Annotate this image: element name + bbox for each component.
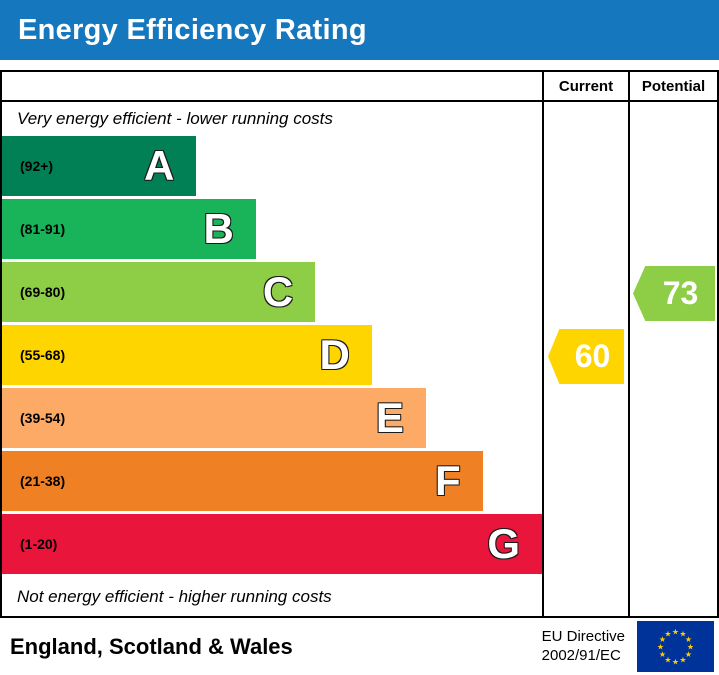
potential-column: 73 (628, 102, 717, 616)
band-c-letter: C (262, 268, 294, 315)
eu-flag-icon: ★ ★ ★ ★ ★ ★ ★ ★ ★ ★ ★ ★ (637, 621, 714, 672)
band-g: (1-20) G (2, 514, 542, 574)
svg-text:★: ★ (672, 628, 679, 637)
svg-text:★: ★ (664, 656, 671, 665)
bands-column: Very energy efficient - lower running co… (2, 102, 542, 616)
potential-column-header: Potential (628, 72, 717, 102)
header: Energy Efficiency Rating (0, 0, 719, 60)
band-g-letter: G (487, 520, 520, 567)
band-row-c: (69-80) C (2, 262, 542, 325)
svg-text:★: ★ (672, 658, 679, 667)
band-b-range: (81-91) (20, 221, 66, 237)
current-column: 60 (542, 102, 628, 616)
eu-directive-line2: 2002/91/EC (541, 646, 621, 664)
current-arrow: 60 (548, 329, 624, 384)
current-column-header: Current (542, 72, 628, 102)
band-f: (21-38) F (2, 451, 483, 511)
band-row-d: (55-68) D (2, 325, 542, 388)
band-row-a: (92+) A (2, 136, 542, 199)
band-a-range: (92+) (20, 158, 54, 174)
band-c: (69-80) C (2, 262, 316, 322)
band-row-b: (81-91) B (2, 199, 542, 262)
band-e-range: (39-54) (20, 410, 66, 426)
band-a: (92+) A (2, 136, 197, 196)
band-b-letter: B (203, 205, 234, 252)
band-f-range: (21-38) (20, 473, 66, 489)
band-b: (81-91) B (2, 199, 256, 259)
band-row-e: (39-54) E (2, 388, 542, 451)
svg-text:★: ★ (685, 635, 692, 644)
page-title: Energy Efficiency Rating (18, 13, 367, 46)
epc-chart: Current Potential Very energy efficient … (0, 70, 719, 618)
band-e-letter: E (375, 394, 404, 441)
svg-text:★: ★ (687, 643, 694, 652)
bottom-note: Not energy efficient - higher running co… (17, 586, 332, 606)
band-d: (55-68) D (2, 325, 372, 385)
potential-arrow: 73 (633, 266, 715, 321)
svg-text:★: ★ (679, 630, 686, 639)
band-f-letter: F (434, 457, 461, 504)
footer-right: EU Directive 2002/91/EC ★ ★ ★ ★ ★ ★ ★ ★ … (542, 621, 714, 672)
region-label: England, Scotland & Wales (10, 633, 293, 659)
band-d-letter: D (319, 331, 350, 378)
svg-text:★: ★ (657, 643, 664, 652)
band-row-g: (1-20) G (2, 514, 542, 577)
band-e: (39-54) E (2, 388, 426, 448)
band-d-range: (55-68) (20, 347, 66, 363)
band-g-range: (1-20) (20, 536, 58, 552)
chart-corner (2, 72, 542, 102)
band-c-range: (69-80) (20, 284, 66, 300)
band-a-letter: A (144, 142, 175, 189)
svg-text:★: ★ (685, 650, 692, 659)
svg-text:★: ★ (659, 650, 666, 659)
svg-text:★: ★ (679, 656, 686, 665)
eu-directive-label: EU Directive 2002/91/EC (542, 628, 625, 666)
top-note: Very energy efficient - lower running co… (17, 109, 333, 128)
eu-directive-line1: EU Directive (541, 627, 625, 645)
svg-text:★: ★ (664, 630, 671, 639)
svg-text:★: ★ (659, 635, 666, 644)
footer: England, Scotland & Wales EU Directive 2… (0, 618, 719, 675)
band-row-f: (21-38) F (2, 451, 542, 514)
